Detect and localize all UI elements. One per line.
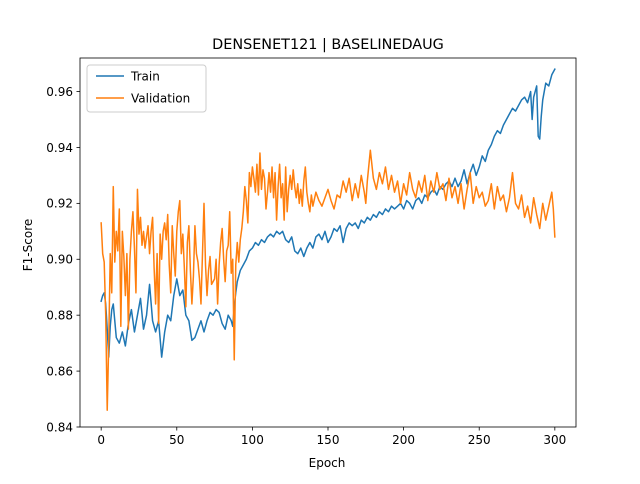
series-line-train — [100, 68, 556, 358]
y-tick-label: 0.96 — [46, 85, 73, 99]
series-line-validation — [100, 149, 556, 411]
chart-title: DENSENET121 | BASELINEDAUG — [212, 37, 444, 53]
y-axis-label: F1-Score — [21, 219, 35, 271]
y-tick-label: 0.92 — [46, 197, 73, 211]
x-tick-label: 250 — [468, 433, 491, 447]
y-tick-label: 0.94 — [46, 141, 73, 155]
x-tick-label: 150 — [317, 433, 340, 447]
x-tick-label: 0 — [97, 433, 105, 447]
y-tick-label: 0.86 — [46, 364, 73, 378]
legend: Train Validation — [86, 64, 207, 113]
y-tick-label: 0.88 — [46, 308, 73, 322]
legend-train-label: Train — [130, 70, 160, 84]
y-tick-label: 0.90 — [46, 253, 73, 267]
axes: 0 50 100 150 200 250 300 0.84 0.86 0.88 0.90 0.92 0.… — [46, 57, 577, 447]
x-tick-label: 50 — [169, 433, 184, 447]
legend-validation-label: Validation — [131, 92, 190, 106]
x-tick-label: 300 — [543, 433, 566, 447]
plot-area — [100, 68, 556, 411]
y-tick-label: 0.84 — [46, 420, 73, 434]
x-axis-label: Epoch — [309, 456, 346, 470]
x-tick-label: 200 — [392, 433, 415, 447]
x-tick-label: 100 — [241, 433, 264, 447]
